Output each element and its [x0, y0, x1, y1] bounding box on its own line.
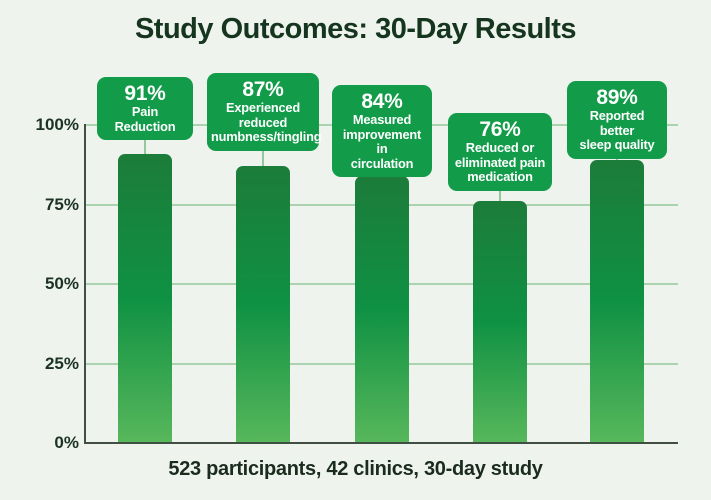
callout-connector-5	[616, 159, 618, 160]
y-axis-tick-label: 50%	[44, 274, 79, 293]
callout-percent-value: 87%	[242, 78, 284, 101]
callout-percent-value: 91%	[124, 82, 166, 105]
callout-description: Reported better sleep quality	[579, 108, 655, 152]
chart-title: Study Outcomes: 30-Day Results	[134, 13, 577, 45]
y-axis-line	[84, 124, 86, 444]
callout-connector-4	[499, 191, 501, 202]
bar-2	[236, 166, 290, 442]
y-axis-tick-label: 75%	[44, 194, 79, 214]
callout-1: 91% Pain Reduction	[97, 77, 193, 140]
x-axis-line	[84, 442, 678, 444]
callout-connector-2	[262, 151, 264, 167]
callout-4: 76% Reduced or eliminated pain medication	[448, 113, 552, 191]
callout-3: 84% Measured improvement in circulation	[332, 85, 432, 177]
y-axis-tick-label: 25%	[44, 353, 79, 373]
callout-percent-value: 89%	[596, 86, 638, 109]
bar-3	[355, 175, 409, 442]
y-axis-tick-label: 0%	[54, 433, 79, 452]
callout-description: Reduced or eliminated pain medication	[454, 140, 546, 184]
callout-description: Experienced reduced numbness/tingling	[211, 100, 322, 144]
callout-percent-value: 84%	[361, 90, 403, 113]
bar-1	[118, 153, 172, 442]
callout-2: 87% Experienced reduced numbness/tingling	[207, 73, 322, 151]
callout-percent-value: 76%	[479, 118, 521, 141]
callout-description: Pain Reduction	[114, 104, 176, 134]
callout-description: Measured improvement in circulation	[342, 112, 422, 171]
bar-5	[590, 159, 644, 442]
study-footnote: 523 participants, 42 clinics, 30-day stu…	[168, 458, 543, 480]
callout-connector-1	[144, 140, 146, 154]
callout-5: 89% Reported better sleep quality	[567, 81, 667, 159]
y-axis-tick-label: 100%	[35, 115, 79, 134]
bar-4	[473, 201, 527, 442]
